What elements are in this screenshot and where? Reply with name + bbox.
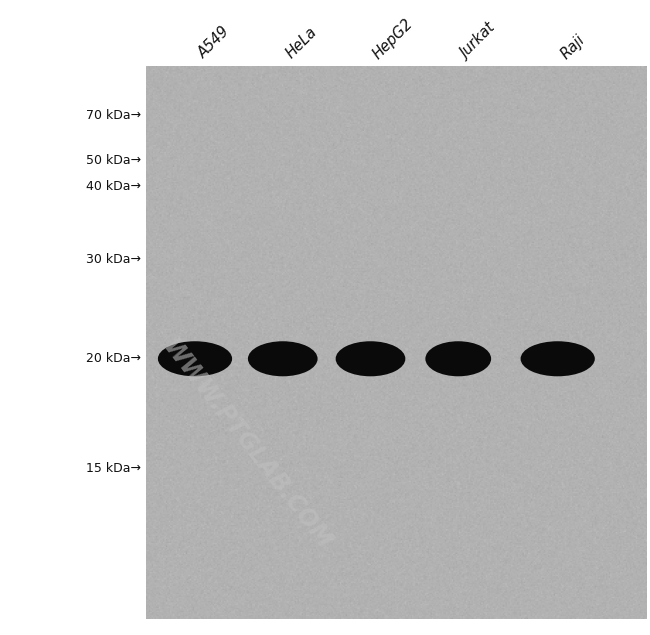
Text: 20 kDa→: 20 kDa→ — [86, 352, 141, 365]
Text: 50 kDa→: 50 kDa→ — [86, 154, 141, 166]
Ellipse shape — [335, 341, 406, 377]
Text: HeLa: HeLa — [283, 25, 320, 62]
Text: 15 kDa→: 15 kDa→ — [86, 462, 141, 475]
Text: A549: A549 — [195, 24, 232, 62]
Text: 30 kDa→: 30 kDa→ — [86, 253, 141, 265]
Ellipse shape — [521, 341, 595, 377]
Ellipse shape — [248, 341, 318, 377]
Text: Jurkat: Jurkat — [458, 21, 499, 62]
Ellipse shape — [158, 341, 232, 377]
Text: WWW.PTGLAB.COM: WWW.PTGLAB.COM — [158, 335, 336, 554]
Text: 70 kDa→: 70 kDa→ — [86, 109, 141, 122]
Text: HepG2: HepG2 — [370, 16, 417, 62]
Text: 40 kDa→: 40 kDa→ — [86, 180, 141, 193]
Ellipse shape — [425, 341, 491, 377]
Text: Raji: Raji — [558, 32, 588, 62]
